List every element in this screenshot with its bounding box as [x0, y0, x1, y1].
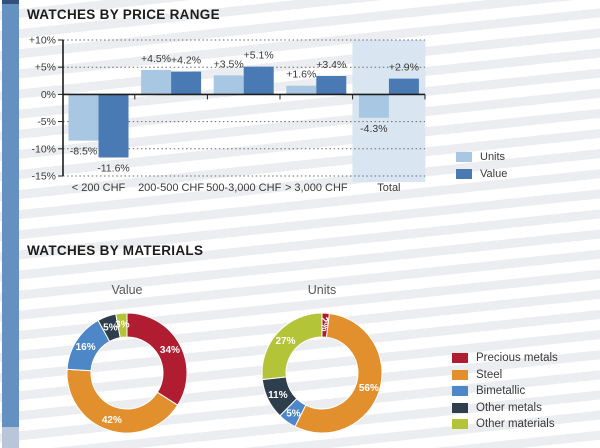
svg-text:+3.5%: +3.5%	[214, 58, 244, 70]
svg-text:-8.5%: -8.5%	[70, 146, 97, 158]
materials-legend: Precious metals Steel Bimetallic Other m…	[452, 350, 558, 433]
svg-text:+4.2%: +4.2%	[171, 55, 201, 67]
legend-item-precious-metals: Precious metals	[452, 350, 558, 367]
section-title-price-range: WATCHES BY PRICE RANGE	[27, 7, 220, 22]
legend-label-precious-metals: Precious metals	[476, 352, 558, 365]
legend-label-bimetallic: Bimetallic	[476, 385, 526, 398]
svg-text:< 200 CHF: < 200 CHF	[72, 182, 126, 194]
svg-text:200-500 CHF: 200-500 CHF	[138, 182, 204, 194]
legend-label-other-metals: Other metals	[476, 401, 542, 414]
svg-text:-10%: -10%	[31, 143, 56, 155]
left-accent-bar	[2, 0, 19, 448]
svg-text:42%: 42%	[102, 415, 122, 426]
svg-text:+2.9%: +2.9%	[389, 62, 419, 74]
svg-text:5%: 5%	[286, 408, 301, 419]
svg-text:11%: 11%	[268, 390, 288, 401]
svg-text:34%: 34%	[160, 345, 180, 356]
accent-bar-top-cap	[2, 0, 19, 4]
other-materials-swatch	[452, 419, 468, 430]
legend-item-value: Value	[456, 165, 507, 182]
legend-item-other-metals: Other metals	[452, 400, 558, 417]
svg-text:+4.5%: +4.5%	[141, 53, 171, 65]
legend-item-units: Units	[456, 148, 507, 165]
svg-text:+1.6%: +1.6%	[286, 69, 316, 81]
svg-text:0%: 0%	[41, 89, 56, 101]
svg-text:Total: Total	[377, 182, 400, 194]
svg-text:500-3,000 CHF: 500-3,000 CHF	[206, 182, 281, 194]
donut-title-value: Value	[111, 283, 143, 297]
svg-text:-4.3%: -4.3%	[360, 123, 387, 135]
svg-text:56%: 56%	[359, 383, 379, 394]
value-swatch	[456, 168, 472, 179]
svg-text:+10%: +10%	[29, 35, 56, 47]
svg-text:3%: 3%	[115, 320, 130, 331]
legend-item-steel: Steel	[452, 367, 558, 384]
svg-text:2%: 2%	[318, 317, 330, 332]
section-title-materials: WATCHES BY MATERIALS	[27, 243, 204, 258]
svg-text:-11.6%: -11.6%	[97, 163, 130, 175]
svg-text:-5%: -5%	[37, 116, 56, 128]
donut-title-units: Units	[307, 283, 337, 297]
svg-text:+3.4%: +3.4%	[316, 59, 346, 71]
legend-label-steel: Steel	[476, 368, 503, 381]
svg-text:> 3,000 CHF: > 3,000 CHF	[285, 182, 348, 194]
legend-label-other-materials: Other materials	[476, 418, 555, 431]
other-metals-swatch	[452, 402, 468, 413]
svg-text:+5%: +5%	[35, 62, 56, 74]
legend-item-bimetallic: Bimetallic	[452, 383, 558, 400]
svg-text:16%: 16%	[76, 342, 96, 353]
legend-item-other-materials: Other materials	[452, 416, 558, 433]
svg-text:+5.1%: +5.1%	[244, 50, 274, 62]
bimetallic-swatch	[452, 386, 468, 397]
accent-bar-bottom-fade	[2, 427, 19, 448]
steel-swatch	[452, 369, 468, 380]
precious-metals-swatch	[452, 353, 468, 364]
svg-text:27%: 27%	[276, 336, 296, 347]
svg-text:-15%: -15%	[31, 171, 56, 183]
legend-label-units: Units	[480, 150, 506, 163]
bar-chart-legend: Units Value	[456, 148, 507, 182]
svg-text:5%: 5%	[103, 322, 118, 333]
units-swatch	[456, 151, 472, 162]
legend-label-value: Value	[480, 167, 508, 180]
